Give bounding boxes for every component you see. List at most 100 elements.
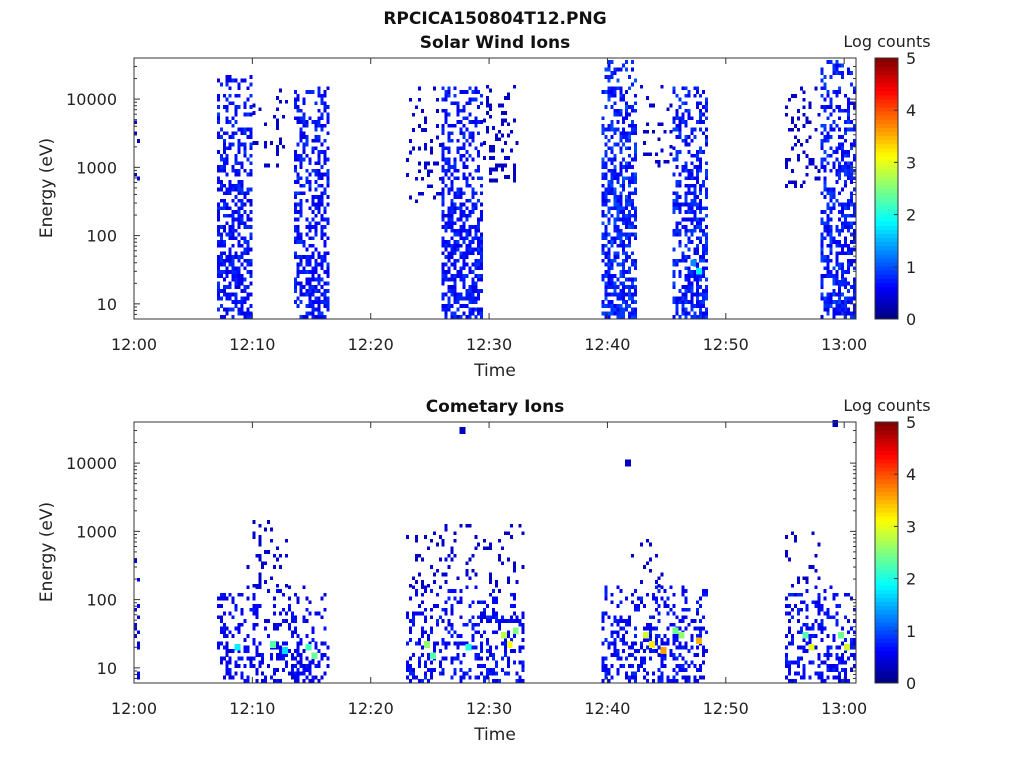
heatmap-cell (693, 664, 697, 668)
heatmap-cell (459, 127, 463, 132)
heatmap-cell (441, 142, 445, 147)
heatmap-cell (634, 311, 638, 316)
heatmap-cell (823, 304, 827, 308)
heatmap-cell (326, 307, 330, 312)
heatmap-cell (444, 277, 448, 282)
heatmap-cell (829, 198, 833, 203)
heatmap-cell (474, 315, 478, 319)
heatmap-cell (503, 649, 507, 653)
heatmap-cell (841, 300, 845, 304)
heatmap-cell (838, 165, 842, 169)
heatmap-cell (613, 202, 617, 207)
heatmap-cell (228, 592, 232, 597)
heatmap-cell (234, 660, 238, 665)
heatmap-cell (447, 146, 451, 151)
heatmap-cell (459, 634, 463, 638)
heatmap-cell (308, 641, 312, 646)
heatmap-cell (480, 311, 484, 316)
heatmap-cell (805, 622, 809, 627)
heatmap-cell (480, 232, 484, 237)
heatmap-cell (787, 557, 791, 562)
heatmap-cell (672, 300, 676, 304)
heatmap-cell (234, 202, 238, 207)
heatmap-cell (844, 221, 848, 226)
heatmap-cell (793, 538, 797, 543)
heatmap-cell (456, 300, 460, 304)
heatmap-cell (258, 660, 262, 665)
heatmap-cell (477, 622, 481, 627)
heatmap-cell (225, 266, 229, 271)
heatmap-cell (790, 679, 794, 683)
heatmap-cell (468, 101, 472, 106)
heatmap-cell (690, 183, 694, 188)
heatmap-cell (456, 176, 460, 181)
heatmap-cell (489, 88, 493, 93)
heatmap-cell (832, 202, 836, 207)
heatmap-cell (237, 138, 241, 143)
heatmap-cell (450, 172, 454, 177)
heatmap-cell (604, 195, 608, 199)
heatmap-cell (429, 626, 433, 631)
heatmap-cell (678, 135, 682, 139)
heatmap-cell (308, 180, 312, 184)
heatmap-cell (459, 270, 463, 274)
heatmap-cell (814, 634, 818, 638)
heatmap-cell (610, 664, 614, 668)
heatmap-cell (696, 86, 700, 91)
heatmap-cell (228, 258, 232, 263)
heatmap-cell (802, 576, 806, 581)
heatmap-cell (249, 304, 253, 308)
heatmap-cell (249, 153, 253, 158)
heatmap-cell (654, 585, 658, 590)
heatmap-cell (240, 592, 244, 597)
heatmap-cell (622, 206, 626, 211)
heatmap-cell (231, 116, 235, 121)
heatmap-cell (492, 679, 495, 683)
heatmap-cell (838, 675, 842, 680)
heatmap-cell (619, 615, 623, 620)
heatmap-cell (690, 638, 694, 642)
heatmap-cell (228, 120, 232, 124)
heatmap-cell (628, 176, 632, 181)
heatmap-cell (240, 274, 244, 278)
heatmap-cell (252, 611, 256, 616)
heatmap-cell (512, 178, 516, 183)
heatmap-cell (323, 206, 327, 211)
heatmap-cell (486, 641, 490, 646)
heatmap-cell (302, 120, 306, 124)
heatmap-cell (693, 225, 697, 229)
heatmap-cell (471, 195, 475, 199)
heatmap-cell (486, 99, 490, 104)
heatmap-cell (808, 105, 812, 110)
heatmap-cell (222, 93, 226, 98)
heatmap-cell (607, 60, 611, 64)
heatmap-cell (302, 315, 306, 319)
heatmap-cell (847, 311, 851, 316)
heatmap-cell (817, 112, 821, 117)
heatmap-cell (302, 619, 306, 623)
heatmap-cell (305, 664, 309, 668)
heatmap-cell (447, 112, 451, 117)
heatmap-cell (796, 580, 800, 584)
heatmap-cell (228, 611, 232, 616)
heatmap-cell (246, 213, 250, 218)
heatmap-cell (681, 296, 685, 301)
heatmap-cell (622, 300, 626, 304)
heatmap-cell (249, 127, 253, 132)
heatmap-cell (607, 63, 611, 68)
heatmap-cell (462, 311, 466, 316)
heatmap-cell (631, 645, 635, 650)
heatmap-cell (835, 653, 839, 657)
heatmap-cell (835, 592, 839, 597)
heatmap-cell (441, 236, 445, 241)
heatmap-cell (509, 592, 513, 597)
heatmap-cell (415, 105, 419, 110)
heatmap-cell (468, 557, 472, 562)
heatmap-cell (225, 596, 229, 601)
heatmap-cell (246, 198, 250, 203)
heatmap-cell (844, 649, 848, 653)
heatmap-cell (225, 270, 229, 274)
heatmap-cell (651, 592, 655, 597)
heatmap-cell (521, 645, 525, 650)
heatmap-cell (619, 217, 623, 222)
